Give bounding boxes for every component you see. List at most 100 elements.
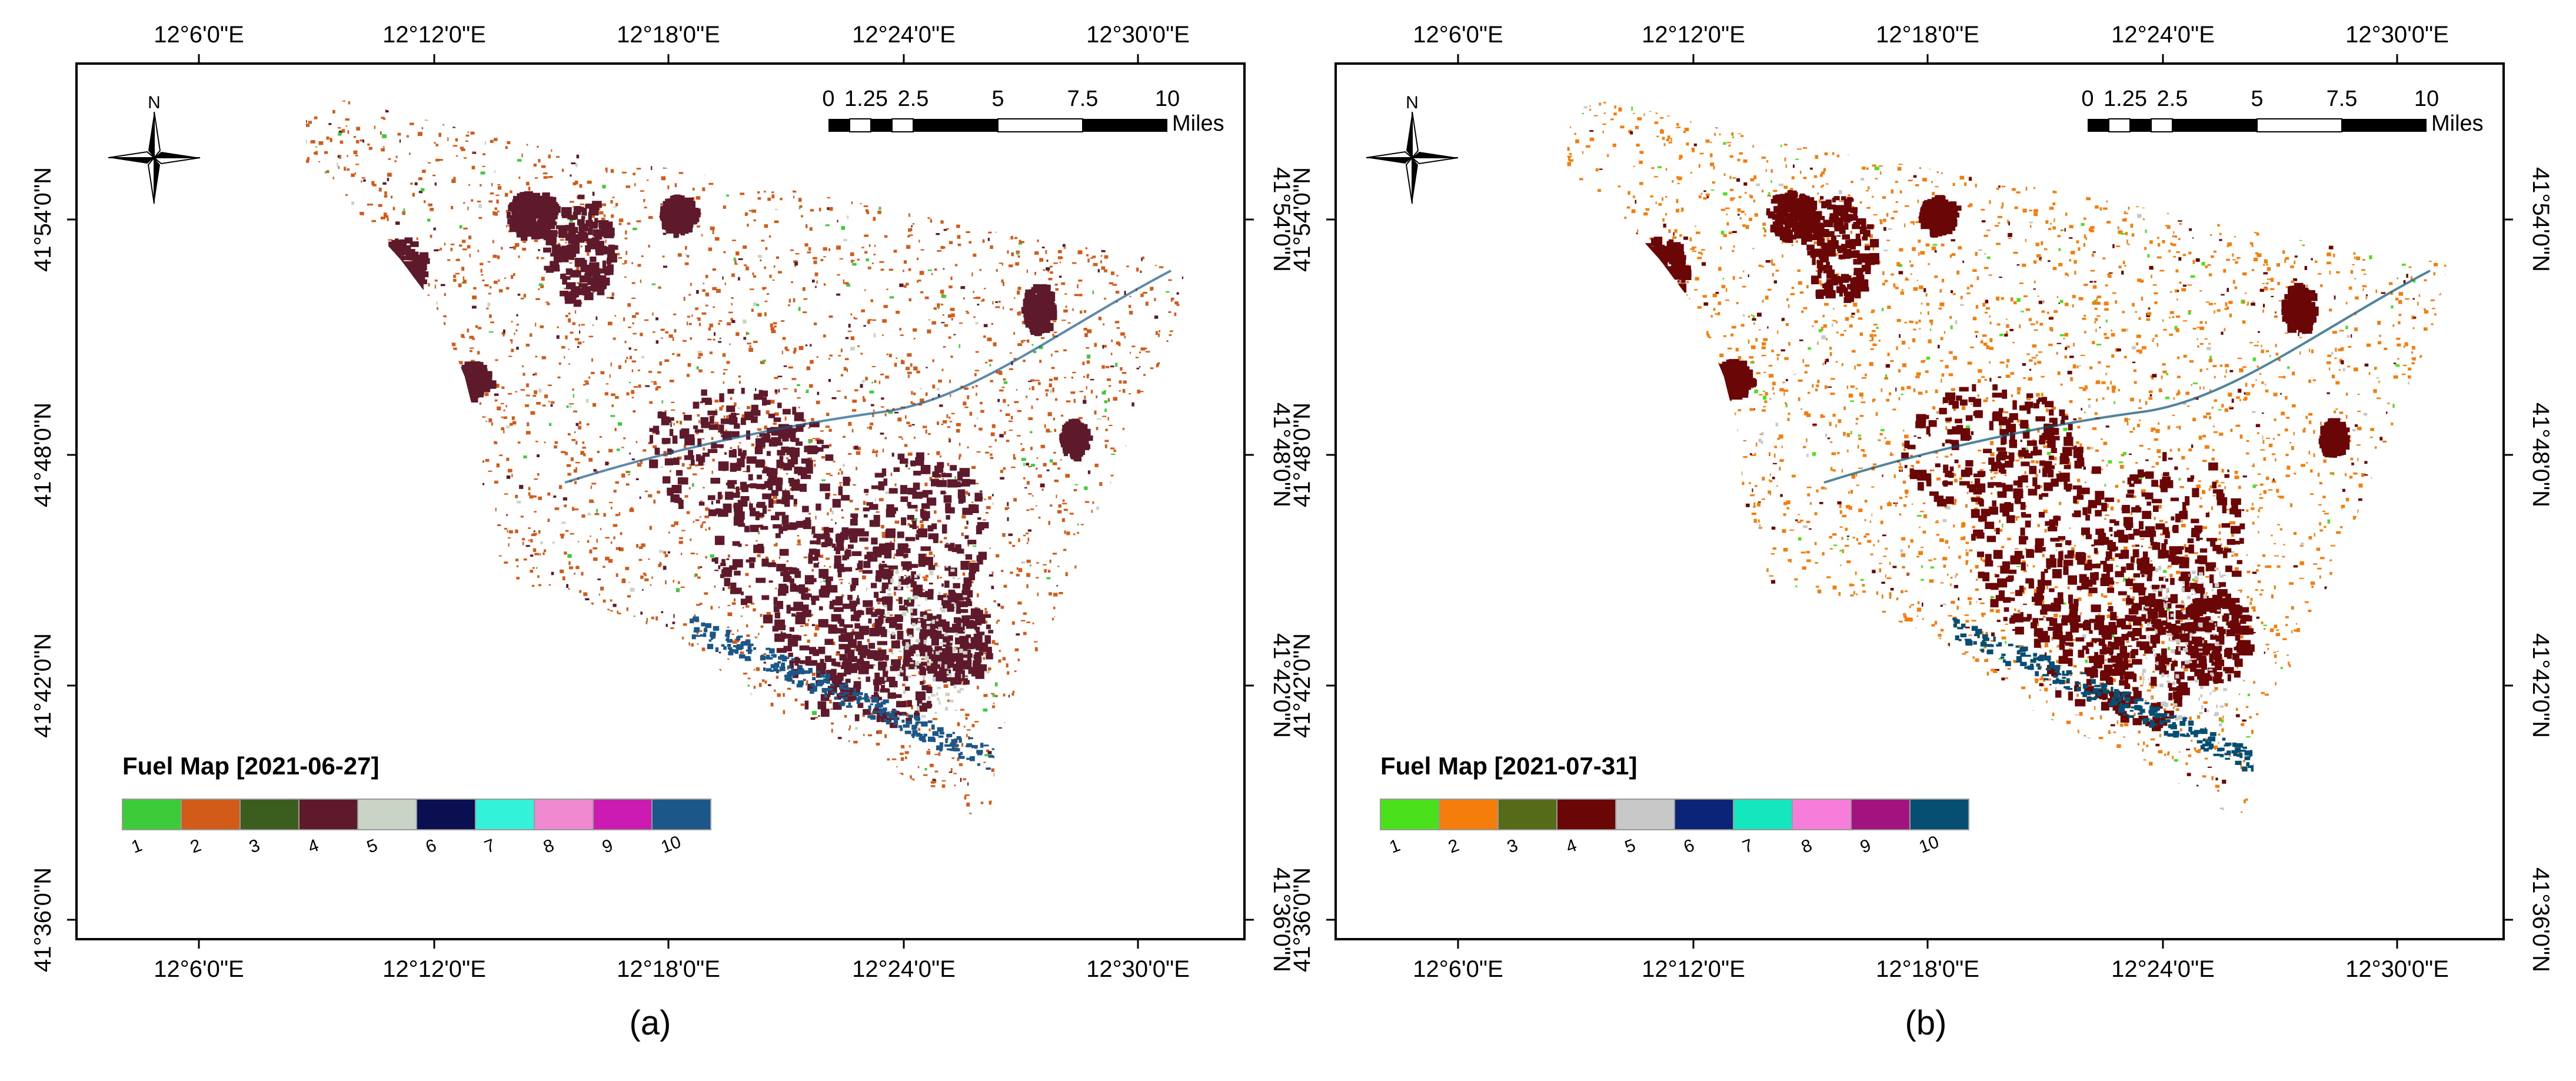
fuel-speckle (806, 366, 811, 371)
fuel-speckle (844, 395, 847, 399)
fuel-speckle (764, 191, 766, 193)
fuel-speckle (989, 547, 991, 549)
fuel-speckle (813, 257, 817, 260)
fuel-speckle (974, 370, 980, 371)
fuel-speckle (716, 289, 721, 293)
fuel-speckle (636, 220, 641, 222)
fuel-speckle (1129, 311, 1133, 315)
fuel-speckle (797, 591, 800, 594)
fuel-speckle (929, 477, 933, 481)
fuel-speckle (1033, 641, 1038, 643)
fuel-speckle (464, 157, 467, 159)
fuel-speckle (974, 373, 977, 377)
fuel-speckle (631, 315, 636, 318)
fuel-speckle (661, 176, 666, 181)
fuel-speckle (991, 586, 994, 590)
fuel-speckle (568, 588, 570, 590)
fuel-speckle (663, 551, 667, 554)
fuel-speckle (638, 369, 640, 371)
fuel-speckle (776, 256, 779, 259)
fuel-speckle (880, 374, 884, 375)
fuel-speckle (494, 170, 496, 173)
fuel-speckle (908, 374, 910, 378)
fuel-speckle (605, 240, 607, 244)
fuel-speckle (362, 139, 364, 143)
fuel-speckle (461, 148, 465, 151)
fuel-speckle (1041, 337, 1045, 339)
fuel-speckle (878, 498, 884, 501)
fuel-speckle (308, 121, 312, 124)
fuel-speckle (705, 304, 708, 307)
fuel-speckle (737, 407, 740, 410)
fuel-speckle (601, 217, 605, 222)
fuel-speckle (907, 235, 910, 238)
fuel-speckle (626, 607, 628, 611)
fuel-speckle (887, 758, 890, 761)
fuel-speckle (963, 401, 967, 405)
fuel-speckle (1043, 564, 1047, 566)
fuel-speckle (855, 568, 858, 570)
fuel-speckle (934, 563, 938, 567)
fuel-speckle (842, 464, 845, 467)
fuel-speckle (480, 268, 482, 273)
fuel-speckle (1017, 287, 1021, 290)
fuel-speckle (340, 140, 343, 144)
fuel-speckle (1016, 574, 1020, 577)
fuel-speckle (882, 561, 885, 563)
fuel-speckle (711, 470, 713, 474)
fuel-speckle (938, 380, 942, 383)
fuel-speckle (587, 540, 590, 543)
fuel-speckle (870, 423, 874, 425)
fuel-speckle (700, 468, 704, 470)
fuel-speckle (520, 515, 524, 518)
fuel-speckle (502, 333, 505, 337)
fuel-speckle (622, 171, 627, 174)
fuel-speckle (600, 528, 602, 530)
fuel-speckle (998, 727, 1002, 729)
fuel-speckle (1037, 239, 1039, 242)
fuel-speckle (991, 768, 996, 772)
fuel-speckle (644, 578, 649, 581)
fuel-speckle (1064, 293, 1067, 295)
fuel-speckle (746, 624, 748, 628)
fuel-speckle (811, 568, 814, 572)
fuel-speckle (762, 679, 765, 682)
fuel-speckle (367, 203, 369, 206)
fuel-speckle (504, 561, 508, 564)
fuel-speckle (961, 533, 964, 536)
fuel-speckle (707, 508, 710, 511)
fuel-speckle (702, 438, 705, 440)
fuel-speckle (743, 320, 747, 324)
fuel-speckle (913, 366, 918, 371)
fuel-speckle (572, 388, 574, 391)
fuel-speckle (619, 547, 621, 551)
fuel-speckle (337, 127, 341, 129)
fuel-speckle (696, 604, 701, 606)
fuel-speckle (631, 458, 635, 461)
fuel-speckle (757, 435, 758, 437)
fuel-speckle (1047, 570, 1051, 573)
fuel-speckle (814, 322, 817, 325)
fuel-speckle (648, 216, 653, 219)
fuel-speckle (965, 491, 969, 495)
fuel-speckle (747, 224, 749, 227)
fuel-speckle (701, 312, 707, 315)
fuel-speckle (653, 500, 656, 504)
fuel-speckle (577, 346, 580, 348)
fuel-speckle (428, 283, 430, 287)
fuel-speckle (1052, 462, 1057, 465)
fuel-speckle (467, 131, 469, 134)
fuel-speckle (743, 337, 747, 340)
fuel-speckle (497, 186, 502, 190)
fuel-speckle (967, 782, 969, 786)
fuel-speckle (983, 761, 986, 763)
fuel-speckle (807, 639, 810, 643)
fuel-speckle (1018, 538, 1020, 543)
fuel-speckle (1022, 340, 1026, 342)
fuel-speckle (784, 416, 787, 421)
fuel-speckle (823, 334, 826, 338)
fuel-speckle (487, 302, 491, 307)
fuel-speckle (983, 335, 986, 338)
fuel-speckle (963, 297, 965, 300)
fuel-speckle (894, 411, 899, 414)
